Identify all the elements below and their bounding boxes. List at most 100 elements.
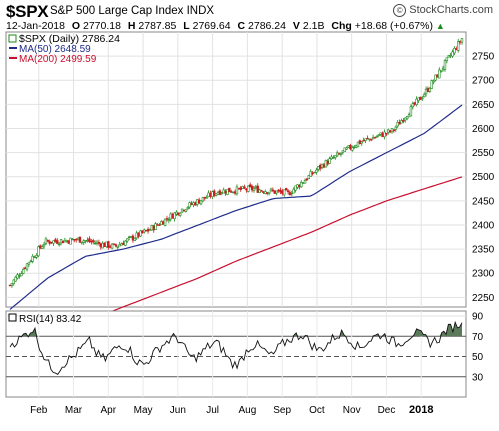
candle-body bbox=[269, 188, 273, 192]
candle-body bbox=[375, 136, 379, 138]
price-y-tick-label: 2600 bbox=[472, 124, 495, 135]
price-y-tick-label: 2550 bbox=[472, 148, 495, 159]
candle-body bbox=[214, 193, 218, 196]
candle-body bbox=[78, 236, 82, 243]
open-value: 2770.18 bbox=[82, 20, 121, 32]
candle-body bbox=[290, 192, 293, 195]
rsi-y-tick-label: 70 bbox=[472, 332, 484, 343]
candle-body bbox=[165, 218, 169, 220]
candle-body bbox=[90, 240, 93, 243]
candle-body bbox=[184, 209, 188, 212]
candle-body bbox=[307, 175, 311, 180]
rsi-x-tick-label: Apr bbox=[101, 405, 117, 416]
candle-body bbox=[324, 160, 328, 168]
price-y-tick-label: 2500 bbox=[472, 172, 495, 183]
close-value: 2786.24 bbox=[248, 20, 286, 32]
candle-body bbox=[114, 244, 118, 247]
volume-label: V bbox=[292, 20, 300, 32]
candle-body bbox=[31, 255, 34, 262]
candle-body bbox=[415, 98, 418, 105]
candle-body bbox=[266, 192, 269, 194]
rsi-x-tick-label: May bbox=[134, 405, 153, 416]
candle-body bbox=[387, 129, 390, 133]
candle-body bbox=[411, 103, 415, 108]
price-y-tick-label: 2250 bbox=[472, 293, 495, 304]
candle-body bbox=[451, 51, 454, 57]
candle-body bbox=[8, 284, 12, 287]
candle-body bbox=[80, 241, 84, 244]
candle-body bbox=[18, 275, 21, 277]
price-y-tick-label: 2700 bbox=[472, 76, 495, 87]
candle-body bbox=[143, 229, 146, 233]
candle-body bbox=[103, 242, 106, 247]
candle-body bbox=[57, 243, 61, 246]
candle-body bbox=[358, 140, 362, 145]
candle-body bbox=[46, 239, 50, 242]
candle-body bbox=[50, 241, 53, 244]
candle-body bbox=[247, 185, 250, 192]
candle-body bbox=[95, 241, 99, 244]
candle-body bbox=[320, 163, 324, 168]
legend-swatch-price bbox=[8, 34, 17, 43]
brand-watermark[interactable]: © StockCharts.com bbox=[393, 4, 493, 17]
candle-body bbox=[10, 283, 14, 286]
candle-body bbox=[460, 38, 464, 43]
rsi-y-ticks: 30 50 70 90 bbox=[472, 312, 484, 384]
candle-body bbox=[231, 191, 235, 193]
candle-body bbox=[188, 202, 191, 208]
candle-body bbox=[262, 191, 265, 193]
legend-ma200: MA(200) 2499.59 bbox=[19, 54, 97, 65]
candle-body bbox=[349, 145, 352, 150]
candle-body bbox=[237, 188, 241, 190]
candle-body bbox=[334, 155, 337, 158]
low-value: 2769.64 bbox=[192, 20, 231, 32]
candle-body bbox=[160, 221, 163, 225]
candle-body bbox=[107, 241, 110, 248]
candle-body bbox=[197, 199, 201, 204]
candle-body bbox=[239, 187, 242, 190]
candle-body bbox=[220, 192, 224, 194]
candle-body bbox=[110, 243, 114, 249]
candle-body bbox=[438, 69, 441, 79]
rsi-x-tick-label: Dec bbox=[378, 405, 396, 416]
candle-body bbox=[322, 164, 326, 168]
candle-body bbox=[409, 106, 413, 117]
candle-body bbox=[48, 241, 51, 244]
candle-body bbox=[267, 191, 271, 194]
candle-body bbox=[388, 130, 392, 133]
candle-body bbox=[260, 190, 263, 192]
candle-body bbox=[224, 191, 227, 194]
rsi-x-tick-label: Jul bbox=[206, 405, 219, 416]
candle-body bbox=[457, 41, 460, 51]
candle-body bbox=[67, 240, 70, 244]
candle-body bbox=[303, 179, 307, 184]
candle-body bbox=[339, 153, 343, 155]
candle-body bbox=[286, 190, 290, 192]
candle-body bbox=[139, 230, 142, 237]
candle-body bbox=[449, 55, 452, 57]
ma50-line bbox=[9, 104, 463, 310]
candle-body bbox=[296, 184, 299, 188]
candle-body bbox=[377, 134, 380, 136]
candle-body bbox=[74, 238, 78, 241]
close-label: C bbox=[237, 20, 246, 32]
rsi-panel bbox=[5, 310, 467, 398]
candle-body bbox=[379, 132, 382, 135]
candle-body bbox=[12, 279, 15, 284]
candle-body bbox=[105, 241, 108, 247]
candle-body bbox=[39, 245, 42, 249]
candle-body bbox=[207, 192, 210, 197]
symbol-description: S&P 500 Large Cap Index INDX bbox=[50, 5, 215, 17]
candle-body bbox=[33, 256, 36, 259]
candle-body bbox=[209, 192, 212, 197]
candle-body bbox=[173, 212, 176, 220]
candle-body bbox=[61, 240, 65, 244]
candle-body bbox=[56, 240, 59, 244]
candle-body bbox=[22, 269, 25, 274]
candle-body bbox=[158, 224, 161, 226]
candle-body bbox=[76, 237, 80, 240]
legend-ma50: MA(50) 2648.59 bbox=[19, 44, 91, 55]
candle-body bbox=[171, 214, 174, 219]
candle-body bbox=[163, 218, 167, 226]
